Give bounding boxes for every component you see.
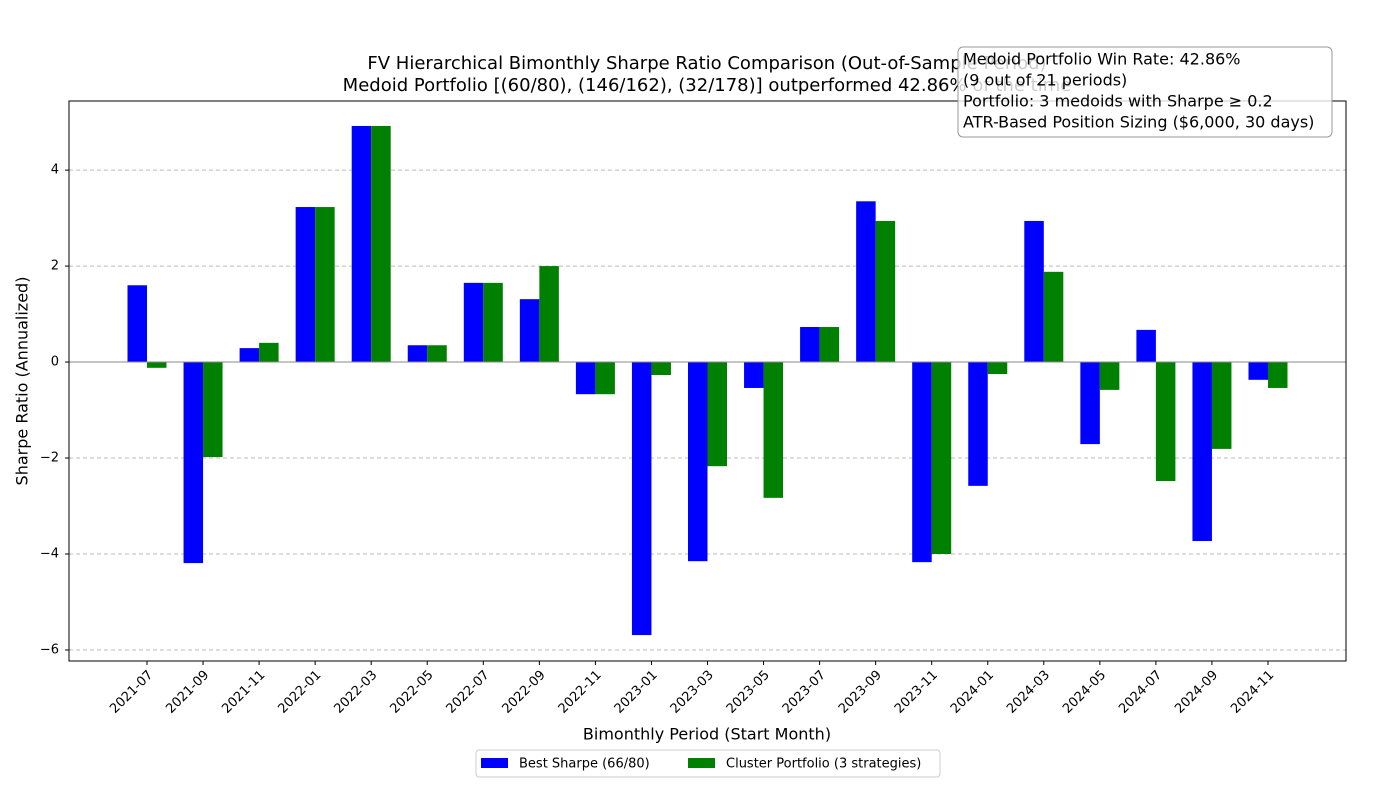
x-tick-label: 2023-07: [780, 668, 829, 717]
bar: [800, 327, 820, 363]
x-tick-label: 2024-01: [948, 668, 997, 717]
bar: [239, 348, 260, 363]
bar: [968, 362, 988, 486]
x-tick-label: 2023-09: [836, 668, 885, 717]
y-tick-label: −4: [40, 546, 59, 561]
bar: [351, 125, 372, 363]
chart-title: FV Hierarchical Bimonthly Sharpe Ratio C…: [367, 53, 1046, 74]
bar: [1211, 362, 1232, 449]
annotation-text: Portfolio: 3 medoids with Sharpe ≥ 0.2: [963, 92, 1273, 111]
bar: [931, 362, 952, 554]
y-tick-label: −6: [40, 642, 59, 657]
bar: [463, 282, 484, 363]
x-tick-label: 2023-01: [612, 668, 661, 717]
bar: [519, 299, 540, 363]
y-tick-label: 4: [51, 163, 59, 178]
bar: [1192, 362, 1212, 542]
bar: [1155, 362, 1176, 482]
annotation-box: [957, 46, 1333, 138]
annotation-text: ATR-Based Position Sizing ($6,000, 30 da…: [963, 113, 1314, 132]
chart-subtitle: Medoid Portfolio [(60/80), (146/162), (3…: [343, 75, 1072, 96]
bar: [875, 220, 896, 363]
y-tick-label: 0: [51, 355, 59, 370]
x-tick-label: 2023-05: [724, 668, 773, 717]
bar: [856, 201, 876, 363]
x-tick-label: 2024-03: [1004, 668, 1053, 717]
x-tick-label: 2022-03: [331, 668, 380, 717]
legend-swatch: [688, 758, 715, 768]
bar: [1024, 220, 1044, 363]
x-tick-label: 2023-03: [668, 668, 717, 717]
bar: [707, 362, 727, 467]
x-axis-label: Bimonthly Period (Start Month): [583, 725, 831, 744]
bar: [595, 362, 615, 395]
bar: [203, 362, 223, 458]
bar: [147, 362, 167, 368]
y-axis-label: Sharpe Ratio (Annualized): [13, 277, 32, 486]
bar: [183, 362, 204, 564]
bar: [651, 362, 671, 376]
bar: [1099, 362, 1120, 390]
bar: [1268, 362, 1288, 388]
annotation-text: Medoid Portfolio Win Rate: 42.86%: [963, 50, 1241, 69]
x-tick-label: 2022-05: [388, 668, 437, 717]
x-tick-label: 2021-11: [219, 668, 268, 717]
legend-label: Cluster Portfolio (3 strategies): [726, 757, 921, 772]
bar: [127, 285, 147, 363]
bar: [1136, 329, 1156, 363]
bar: [987, 362, 1008, 375]
bar: [295, 207, 316, 363]
x-tick-label: 2022-01: [275, 668, 324, 717]
annotation-text: (9 out of 21 periods): [963, 71, 1127, 90]
bar: [631, 362, 652, 636]
x-tick-label: 2024-07: [1116, 668, 1165, 717]
x-tick-label: 2024-11: [1228, 668, 1277, 717]
bar: [1248, 362, 1268, 380]
bar: [483, 282, 503, 363]
x-tick-label: 2023-11: [892, 668, 941, 717]
x-tick-label: 2022-07: [444, 668, 493, 717]
bar: [259, 342, 279, 363]
plot-frame: [68, 100, 1347, 662]
x-tick-label: 2022-09: [500, 668, 549, 717]
bar: [1080, 362, 1100, 445]
x-tick-label: 2022-11: [556, 668, 605, 717]
bar: [315, 207, 335, 363]
legend-label: Best Sharpe (66/80): [519, 757, 650, 772]
x-tick-label: 2024-09: [1172, 668, 1221, 717]
bar: [744, 362, 764, 388]
y-tick-label: 2: [51, 259, 59, 274]
bar: [575, 362, 596, 395]
bar: [1043, 271, 1064, 363]
bar: [407, 345, 428, 363]
bar: [539, 266, 559, 363]
x-tick-label: 2024-05: [1060, 668, 1109, 717]
bar: [427, 345, 447, 363]
bar: [912, 362, 932, 563]
bar: [371, 125, 391, 363]
y-tick-label: −2: [40, 451, 59, 466]
x-tick-label: 2021-09: [163, 668, 212, 717]
legend-swatch: [481, 758, 508, 768]
bar: [763, 362, 784, 498]
bar: [819, 327, 840, 363]
x-tick-label: 2021-07: [107, 668, 156, 717]
bar: [688, 362, 708, 562]
